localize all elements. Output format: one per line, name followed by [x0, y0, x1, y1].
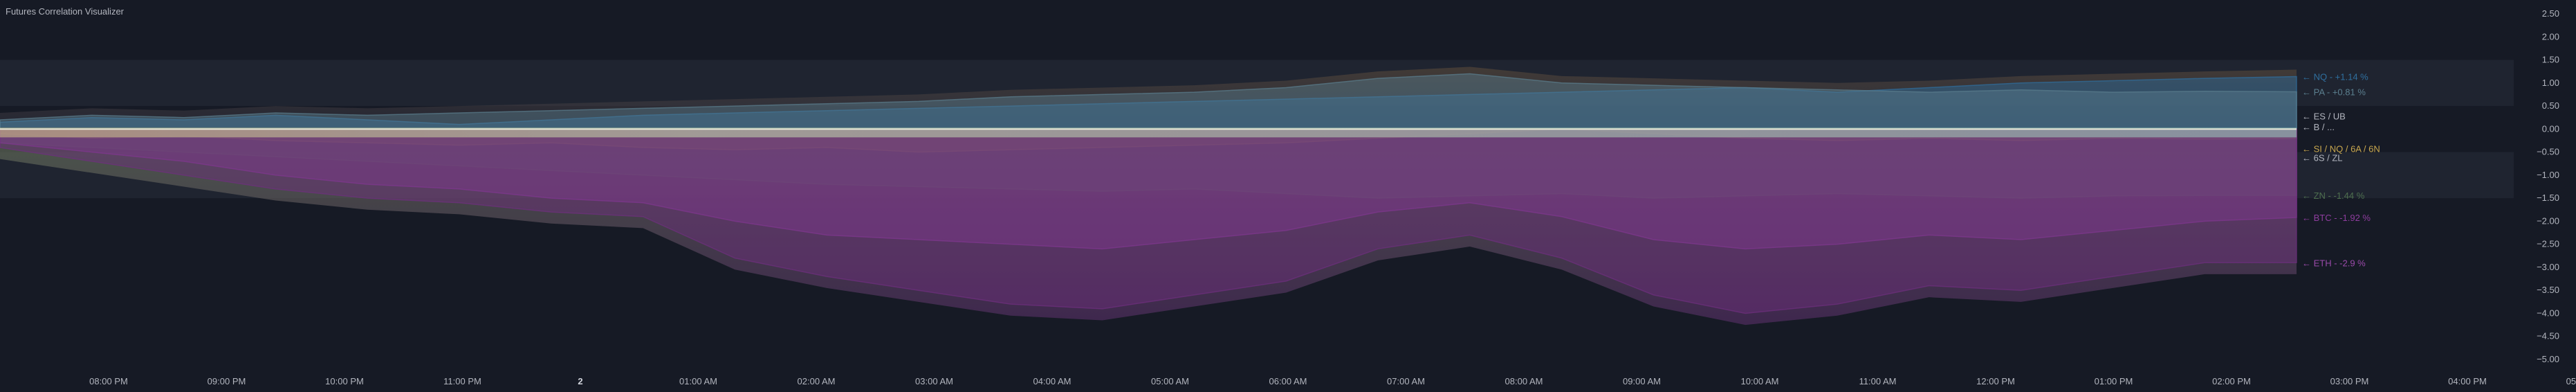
y-tick-label: −2.50: [2537, 239, 2559, 249]
y-tick-label: −3.00: [2537, 262, 2559, 272]
x-tick-label: 01:00 PM: [2095, 376, 2133, 386]
y-tick-label: −2.00: [2537, 215, 2559, 226]
series-label-zn: ← ZN - -1.44 %: [2302, 190, 2365, 201]
x-tick-label: 09:00 AM: [1623, 376, 1661, 386]
x-axis: 08:00 PM 09:00 PM 10:00 PM 11:00 PM 2 01:00 A…: [89, 376, 2576, 386]
negative-envelope: [0, 129, 2297, 326]
y-tick-label: −4.00: [2537, 308, 2559, 318]
x-tick-label: 05:00 PM: [2566, 376, 2576, 386]
series-label-nq: ← NQ - +1.14 %: [2302, 71, 2368, 82]
series-area-eth[interactable]: [0, 128, 2297, 314]
y-tick-label: 0.50: [2542, 100, 2559, 111]
x-tick-label: 08:00 AM: [1505, 376, 1543, 386]
x-tick-label: 04:00 PM: [2448, 376, 2487, 386]
y-tick-label: −4.50: [2537, 331, 2559, 341]
y-tick-label: −0.50: [2537, 147, 2559, 157]
x-tick-label: 09:00 PM: [208, 376, 246, 386]
y-tick-label: −1.50: [2537, 193, 2559, 203]
spread-label: ← ES / UB: [2302, 112, 2346, 122]
series-label-btc: ← BTC - -1.92 %: [2302, 213, 2371, 223]
y-axis: 2.50 2.00 1.50 1.00 0.50 0.00 −0.50 −1.00 −1.50 −…: [2537, 8, 2559, 364]
y-tick-label: 2.50: [2542, 8, 2559, 19]
y-tick-label: 1.00: [2542, 78, 2559, 88]
positive-envelope: [0, 66, 2297, 130]
series-area-pa[interactable]: [0, 73, 2297, 130]
y-tick-label: 2.00: [2542, 31, 2559, 42]
series-label-eth: ← ETH - -2.9 %: [2302, 258, 2366, 268]
x-tick-label: 01:00 AM: [679, 376, 717, 386]
x-tick-label: 05:00 AM: [1151, 376, 1189, 386]
y-tick-label: 1.50: [2542, 55, 2559, 65]
x-tick-label: 08:00 PM: [89, 376, 128, 386]
y-tick-label: −5.00: [2537, 354, 2559, 364]
x-tick-label: 03:00 PM: [2330, 376, 2369, 386]
y-tick-label: −3.50: [2537, 285, 2559, 295]
y-tick-label: 0.00: [2542, 123, 2559, 134]
spread-label: ← B / ...: [2302, 122, 2335, 132]
x-tick-label: 10:00 AM: [1741, 376, 1779, 386]
x-tick-label: 11:00 AM: [1859, 376, 1897, 386]
x-tick-label: 07:00 AM: [1387, 376, 1425, 386]
x-tick-label: 10:00 PM: [325, 376, 364, 386]
spread-label: ← SI / NQ / 6A / 6N: [2302, 143, 2380, 154]
x-tick-label: 2: [578, 376, 582, 386]
x-tick-label: 06:00 AM: [1269, 376, 1307, 386]
x-tick-label: 11:00 PM: [443, 376, 481, 386]
x-tick-label: 04:00 AM: [1033, 376, 1071, 386]
x-tick-label: 03:00 AM: [915, 376, 953, 386]
series-area-zn[interactable]: [0, 128, 2297, 199]
spread-label: ← 6S / ZL: [2302, 153, 2343, 163]
x-tick-label: 02:00 AM: [798, 376, 836, 386]
series-labels: ← NQ - +1.14 % ← PA - +0.81 % ← ZN - -1.44…: [2302, 71, 2380, 268]
zero-line-strip: [0, 127, 2297, 138]
series-area-btc[interactable]: [0, 128, 2297, 250]
series-area-nq[interactable]: [0, 75, 2297, 130]
x-tick-label: 12:00 PM: [1976, 376, 2015, 386]
y-tick-label: −1.00: [2537, 170, 2559, 180]
chart-title: Futures Correlation Visualizer: [6, 6, 124, 17]
x-tick-label: 02:00 PM: [2212, 376, 2251, 386]
series-label-pa: ← PA - +0.81 %: [2302, 87, 2366, 97]
